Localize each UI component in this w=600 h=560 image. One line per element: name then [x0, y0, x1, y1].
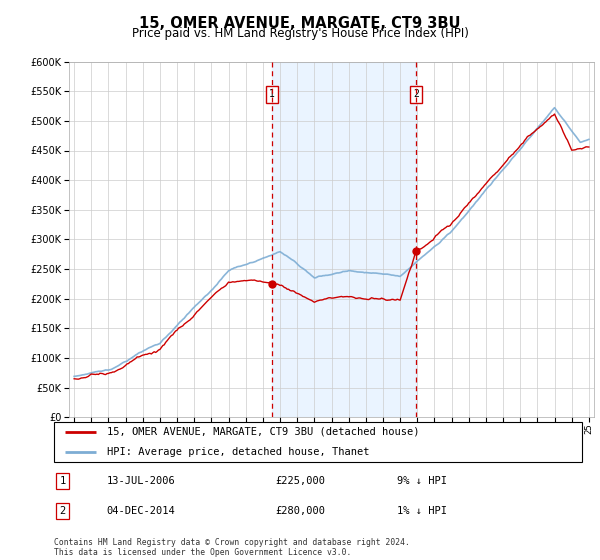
Text: £225,000: £225,000 [276, 476, 326, 486]
Text: 1: 1 [59, 476, 65, 486]
Text: £280,000: £280,000 [276, 506, 326, 516]
Text: 13-JUL-2006: 13-JUL-2006 [107, 476, 176, 486]
Text: 1: 1 [269, 89, 275, 99]
Text: Price paid vs. HM Land Registry's House Price Index (HPI): Price paid vs. HM Land Registry's House … [131, 27, 469, 40]
Text: 2: 2 [59, 506, 65, 516]
Text: 04-DEC-2014: 04-DEC-2014 [107, 506, 176, 516]
Bar [272, 62, 416, 417]
Text: 1% ↓ HPI: 1% ↓ HPI [397, 506, 447, 516]
Text: 15, OMER AVENUE, MARGATE, CT9 3BU: 15, OMER AVENUE, MARGATE, CT9 3BU [139, 16, 461, 31]
Text: HPI: Average price, detached house, Thanet: HPI: Average price, detached house, Than… [107, 447, 370, 457]
Text: Contains HM Land Registry data © Crown copyright and database right 2024.
This d: Contains HM Land Registry data © Crown c… [54, 538, 410, 557]
Text: 2: 2 [413, 89, 419, 99]
FancyBboxPatch shape [54, 422, 582, 462]
Text: 15, OMER AVENUE, MARGATE, CT9 3BU (detached house): 15, OMER AVENUE, MARGATE, CT9 3BU (detac… [107, 427, 419, 437]
Text: 9% ↓ HPI: 9% ↓ HPI [397, 476, 447, 486]
